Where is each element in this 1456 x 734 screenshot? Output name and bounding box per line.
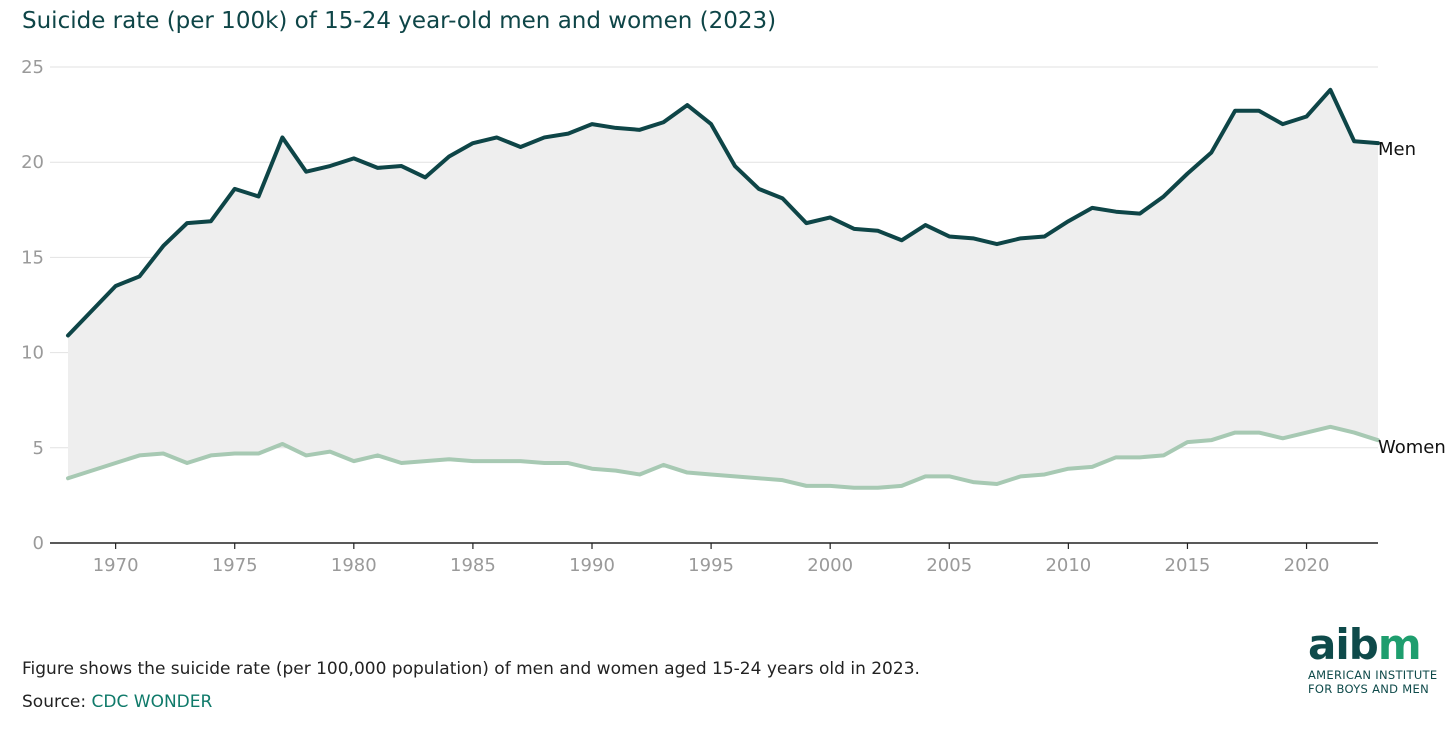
series-label-men: Men [1378, 139, 1416, 160]
axes: 0 5 10 15 20 25 1970 1975 1980 1985 1990 1995 2000 20… [21, 57, 1378, 576]
x-tick-label: 2015 [1165, 555, 1211, 576]
chart-title: Suicide rate (per 100k) of 15-24 year-ol… [22, 8, 777, 34]
series-lines [66, 87, 1380, 490]
y-tick-label: 10 [21, 343, 44, 364]
logo-wordmark-left: aib [1308, 620, 1379, 669]
source-note: Source: CDC WONDER [22, 692, 212, 712]
logo-line-1: AMERICAN INSTITUTE [1308, 668, 1438, 682]
figure-description: Figure shows the suicide rate (per 100,0… [22, 659, 920, 679]
y-tick-label: 15 [21, 247, 44, 268]
x-tick-label: 1970 [93, 555, 139, 576]
aibm-logo: aibm AMERICAN INSTITUTE FOR BOYS AND MEN [1308, 622, 1448, 697]
source-link[interactable]: CDC WONDER [91, 692, 213, 712]
logo-wordmark: aibm [1308, 622, 1448, 668]
area-between-series [68, 89, 1378, 488]
logo-line-2: FOR BOYS AND MEN [1308, 682, 1429, 696]
x-tick-label: 2020 [1284, 555, 1330, 576]
x-tick-label: 2000 [807, 555, 853, 576]
x-tick-label: 1990 [569, 555, 615, 576]
x-tick-label: 2010 [1045, 555, 1091, 576]
gap-area [68, 89, 1378, 488]
source-prefix: Source: [22, 692, 92, 712]
men-series-line [66, 87, 1380, 338]
x-tick-label: 1975 [212, 555, 258, 576]
y-tick-label: 0 [33, 533, 44, 554]
x-tick-label: 2005 [926, 555, 972, 576]
series-labels: Men Women [1378, 139, 1446, 458]
x-tick-label: 1985 [450, 555, 496, 576]
x-tick-label: 1980 [331, 555, 377, 576]
series-label-women: Women [1378, 437, 1446, 458]
y-tick-label: 25 [21, 57, 44, 78]
logo-wordmark-right: m [1377, 620, 1422, 669]
women-series-line [66, 424, 1380, 490]
y-tick-label: 5 [33, 438, 44, 459]
x-tick-label: 1995 [688, 555, 734, 576]
y-tick-label: 20 [21, 152, 44, 173]
